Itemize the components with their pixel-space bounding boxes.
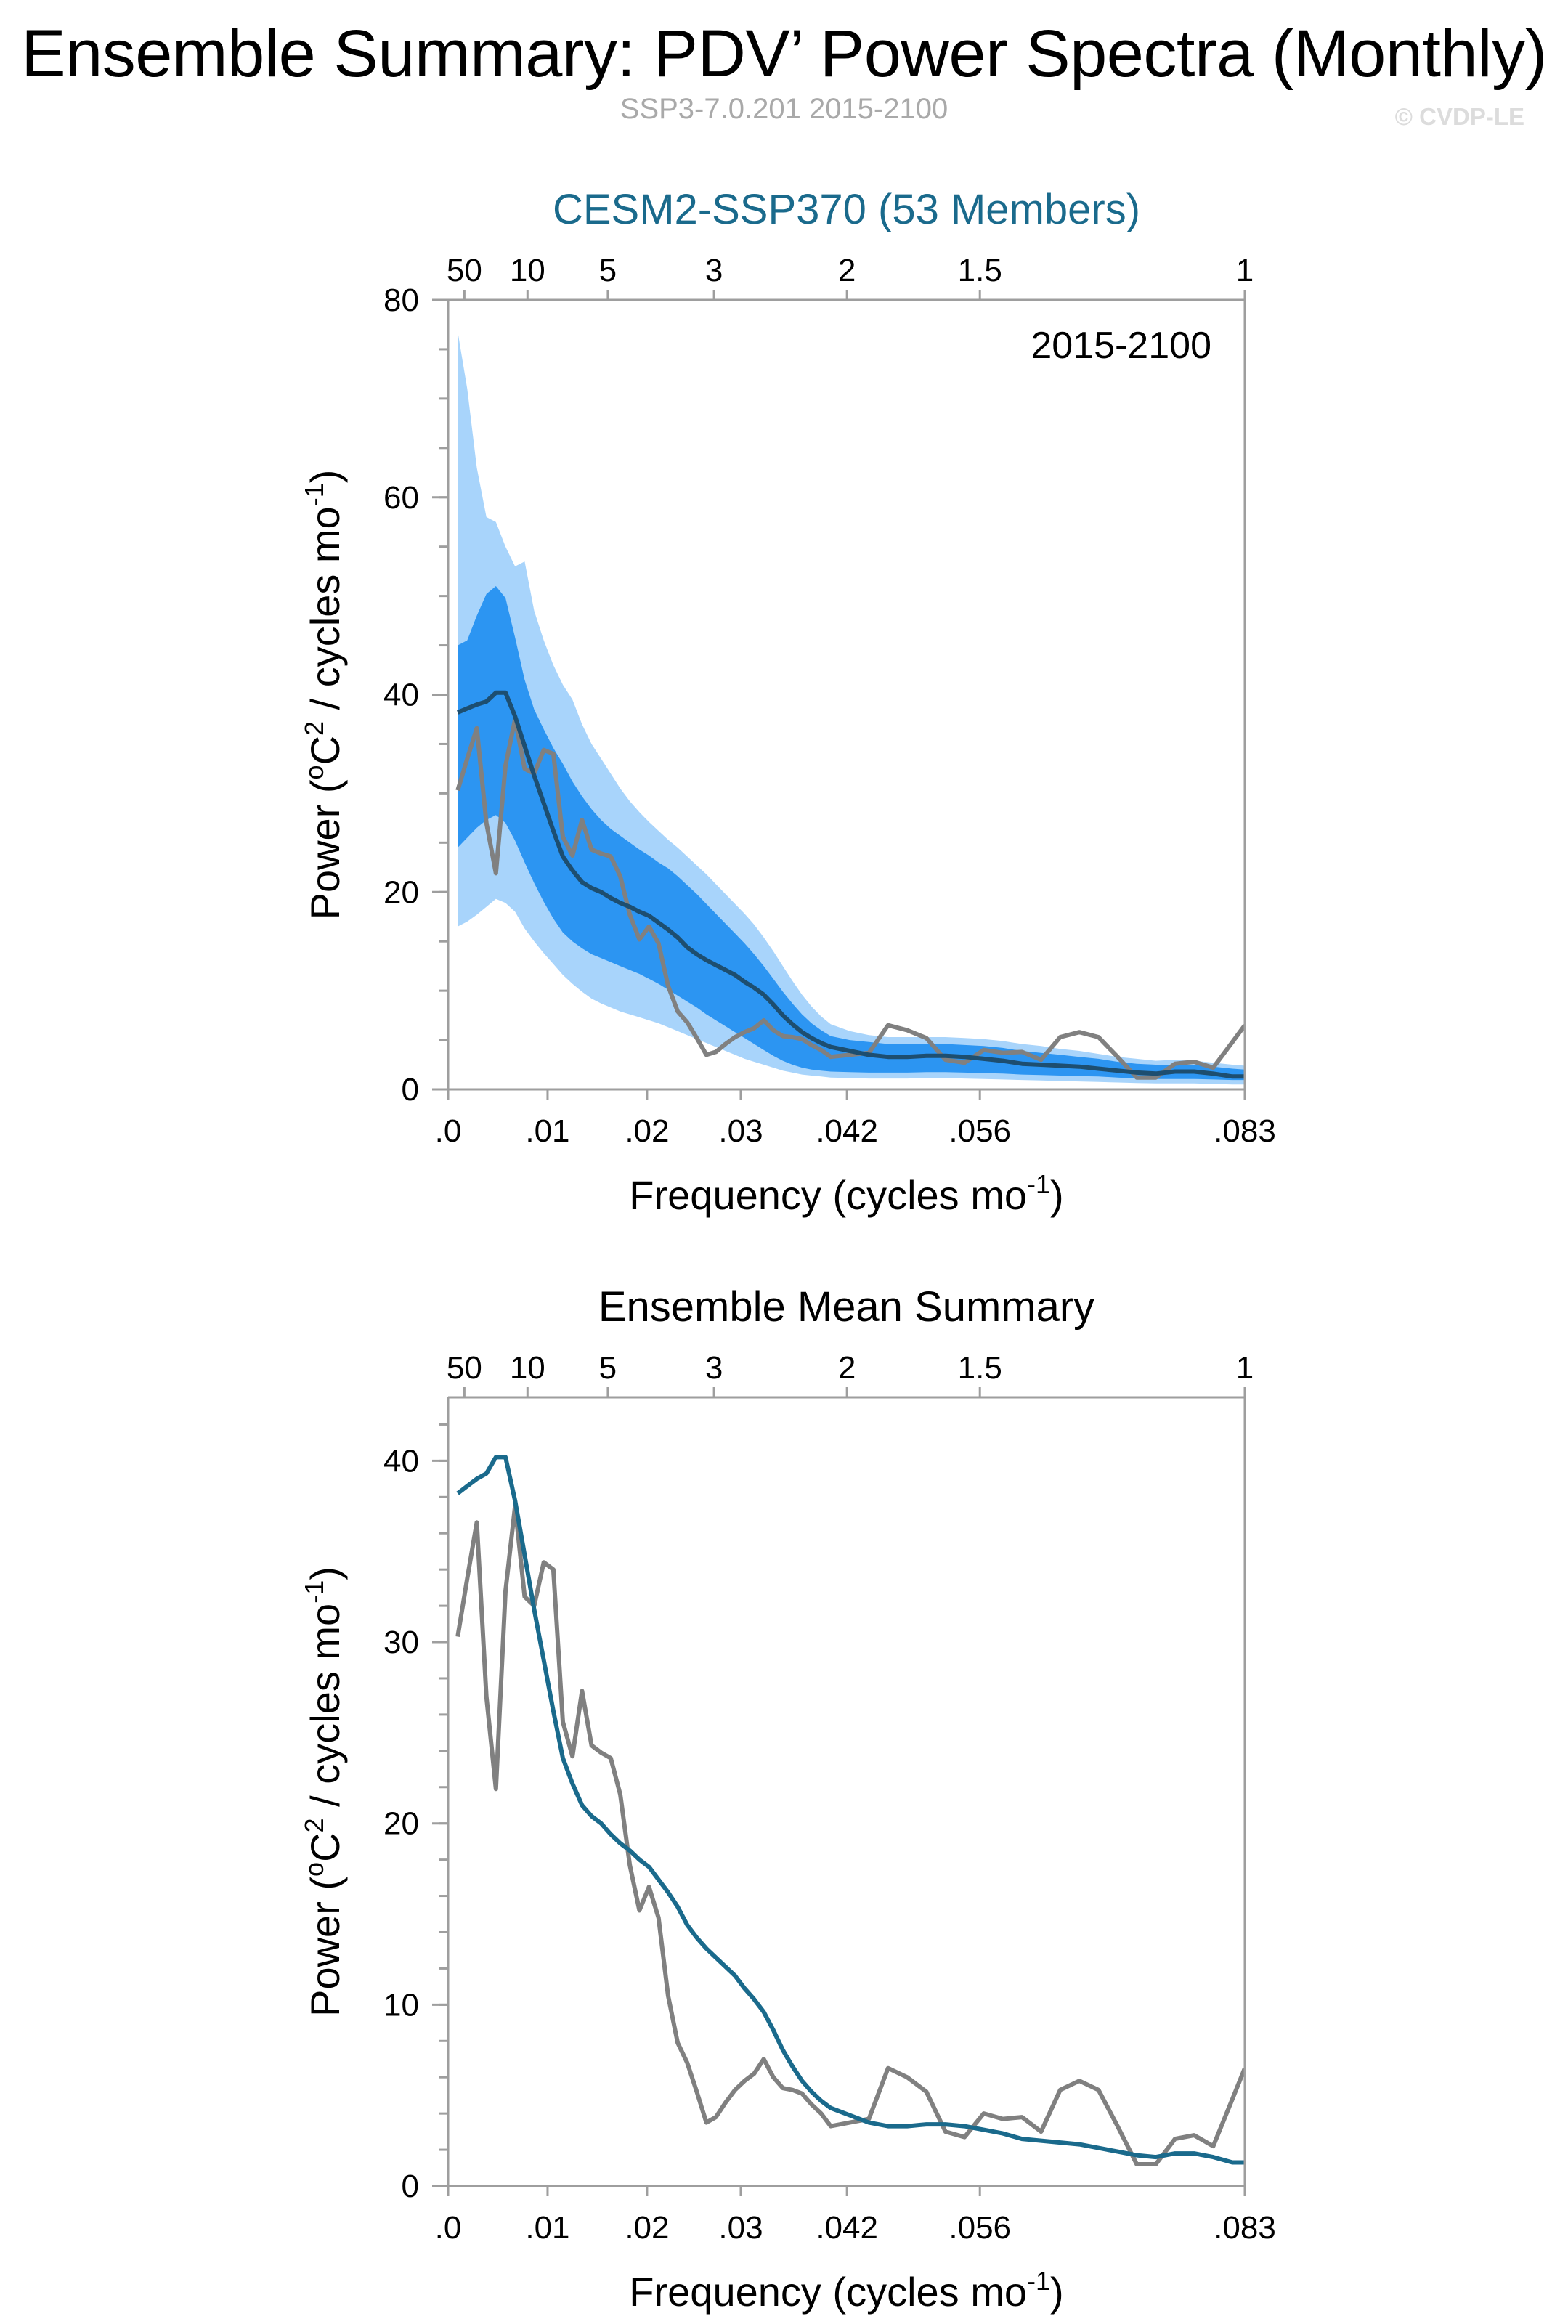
top-tick-label: 1.5 — [958, 253, 1002, 288]
x-tick-label: .042 — [816, 1113, 878, 1149]
x-tick-label: .083 — [1214, 2210, 1276, 2246]
observations-line — [455, 1503, 1245, 2166]
x-axis-label: Frequency (cycles mo-1) — [629, 1169, 1063, 1218]
x-tick-label: .0 — [435, 2210, 462, 2246]
top-tick-label: 5 — [599, 253, 617, 288]
top-tick-label: 10 — [510, 253, 545, 288]
x-tick-label: .01 — [525, 1113, 569, 1149]
spread-band-10-90 — [458, 331, 1245, 1085]
x-tick-label: .02 — [625, 2210, 669, 2246]
ensemble-mean-line — [457, 690, 1245, 1079]
y-axis-label: Power (oC2 / cycles mo-1) — [299, 1567, 348, 2017]
top-tick-label: 50 — [447, 1350, 482, 1386]
y-axis-label: Power (oC2 / cycles mo-1) — [299, 470, 348, 920]
period-annotation: 2015-2100 — [1031, 325, 1211, 367]
y-tick-label: 10 — [383, 1987, 419, 2023]
y-tick-label: 80 — [383, 283, 419, 318]
y-tick-label: 0 — [402, 1072, 419, 1108]
panel-title: CESM2-SSP370 (53 Members) — [553, 186, 1140, 233]
y-tick-label: 40 — [383, 678, 419, 713]
top-tick-label: 10 — [510, 1350, 545, 1386]
x-tick-label: .01 — [525, 2210, 569, 2246]
x-tick-label: .056 — [948, 2210, 1011, 2246]
top-tick-label: 2 — [838, 1350, 856, 1386]
x-axis-label: Frequency (cycles mo-1) — [629, 2266, 1063, 2315]
x-tick-label: .083 — [1214, 1113, 1276, 1149]
x-tick-label: .02 — [625, 1113, 669, 1149]
observations-line — [455, 717, 1245, 1080]
top-tick-label: 50 — [447, 253, 482, 288]
plot-area — [455, 331, 1245, 1085]
top-tick-label: 3 — [705, 253, 723, 288]
panel-title: Ensemble Mean Summary — [598, 1283, 1094, 1330]
y-tick-label: 0 — [402, 2169, 419, 2204]
top-tick-label: 3 — [705, 1350, 723, 1386]
x-tick-label: .03 — [718, 1113, 763, 1149]
top-tick-label: 1.5 — [958, 1350, 1002, 1386]
y-tick-label: 60 — [383, 480, 419, 516]
ensemble-mean-line — [456, 1455, 1245, 2165]
top-tick-label: 5 — [599, 1350, 617, 1386]
y-tick-label: 20 — [383, 1806, 419, 1842]
y-tick-label: 20 — [383, 874, 419, 910]
x-tick-label: .03 — [718, 2210, 763, 2246]
spectra-panel-top: 0 20 40 60 80 .0 .01 .02 .03 .042 .056 .083 50 10 5 3 2 1… — [299, 186, 1276, 1218]
subtitle: SSP3-7.0.201 2015-2100 — [620, 93, 948, 125]
spectra-panel-bottom: 0 10 20 30 40 .0 .01 .02 .03 .042 .056 .083 50 10 5 3 2 1… — [299, 1283, 1276, 2315]
x-tick-label: .042 — [816, 2210, 878, 2246]
main-title: Ensemble Summary: PDV’ Power Spectra (Mo… — [21, 17, 1547, 91]
copyright-watermark: © CVDP-LE — [1394, 103, 1524, 130]
y-tick-label: 40 — [383, 1443, 419, 1479]
top-tick-label: 1 — [1236, 253, 1254, 288]
x-tick-label: .056 — [948, 1113, 1011, 1149]
top-tick-label: 1 — [1236, 1350, 1254, 1386]
x-tick-label: .0 — [435, 1113, 462, 1149]
top-tick-label: 2 — [838, 253, 856, 288]
plot-area — [455, 1455, 1245, 2166]
y-tick-label: 30 — [383, 1625, 419, 1660]
spread-band-25-75 — [458, 586, 1245, 1081]
